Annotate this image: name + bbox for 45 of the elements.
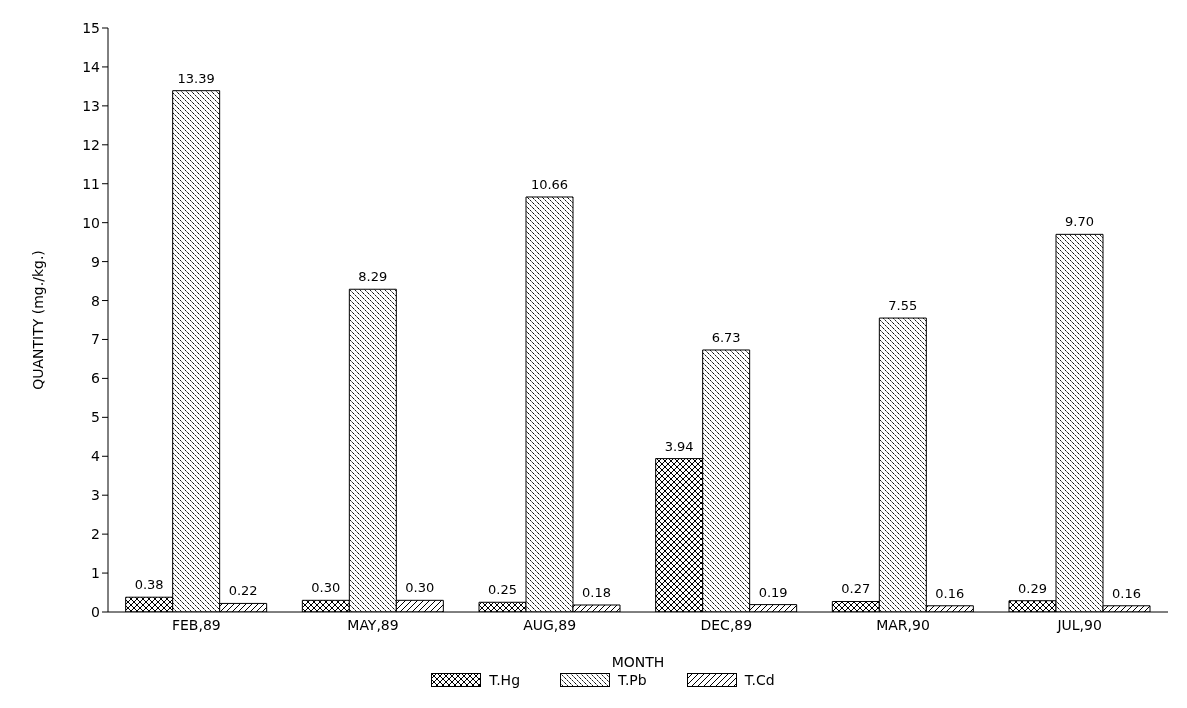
y-tick-label: 7 bbox=[91, 331, 100, 348]
data-label: 0.16 bbox=[935, 585, 965, 601]
data-label: 0.25 bbox=[488, 582, 517, 598]
data-label: 6.73 bbox=[711, 329, 741, 345]
y-tick-label: 5 bbox=[91, 409, 100, 426]
data-label: 3.94 bbox=[664, 438, 694, 454]
y-tick-label: 2 bbox=[91, 526, 100, 543]
x-tick-label: FEB,89 bbox=[171, 616, 221, 633]
y-tick-label: 4 bbox=[91, 448, 101, 465]
legend-label: T.Cd bbox=[744, 672, 775, 688]
data-label: 0.30 bbox=[405, 580, 435, 596]
x-tick-label: MAY,89 bbox=[347, 616, 399, 633]
data-label: 7.55 bbox=[888, 298, 918, 314]
data-label: 0.29 bbox=[1018, 580, 1047, 596]
legend-label: T.Hg bbox=[489, 672, 521, 688]
data-label: 0.18 bbox=[582, 584, 611, 600]
y-tick-label: 13 bbox=[82, 97, 100, 114]
y-tick-label: 6 bbox=[91, 370, 101, 387]
data-label: 9.70 bbox=[1065, 214, 1094, 230]
data-label: 0.38 bbox=[134, 577, 164, 593]
data-label: 8.29 bbox=[358, 269, 388, 285]
y-tick-label: 12 bbox=[82, 136, 100, 153]
legend-label: T.Pb bbox=[618, 672, 647, 688]
y-tick-label: 8 bbox=[91, 292, 100, 309]
y-tick-label: 15 bbox=[82, 19, 100, 36]
data-label: 10.66 bbox=[530, 176, 569, 192]
data-label: 0.16 bbox=[1112, 585, 1141, 601]
x-axis-title: MONTH bbox=[611, 654, 665, 670]
data-label: 0.30 bbox=[311, 580, 341, 596]
x-tick-label: AUG,89 bbox=[523, 616, 577, 633]
y-tick-label: 0 bbox=[91, 603, 100, 620]
data-label: 0.27 bbox=[841, 581, 871, 597]
y-tick-label: 9 bbox=[91, 253, 100, 270]
y-tick-label: 11 bbox=[82, 175, 100, 192]
data-label: 0.22 bbox=[228, 583, 258, 599]
y-tick-label: 3 bbox=[91, 487, 100, 504]
x-tick-label: JUL,90 bbox=[1056, 616, 1102, 633]
x-tick-label: MAR,90 bbox=[876, 616, 930, 633]
x-tick-label: DEC,89 bbox=[700, 616, 753, 633]
data-label: 13.39 bbox=[177, 70, 215, 86]
y-axis-title: QUANTITY (mg./kg.) bbox=[29, 250, 46, 390]
data-label: 0.19 bbox=[758, 584, 788, 600]
y-tick-label: 14 bbox=[82, 58, 101, 75]
y-tick-label: 10 bbox=[82, 214, 100, 231]
y-tick-label: 1 bbox=[91, 565, 100, 582]
